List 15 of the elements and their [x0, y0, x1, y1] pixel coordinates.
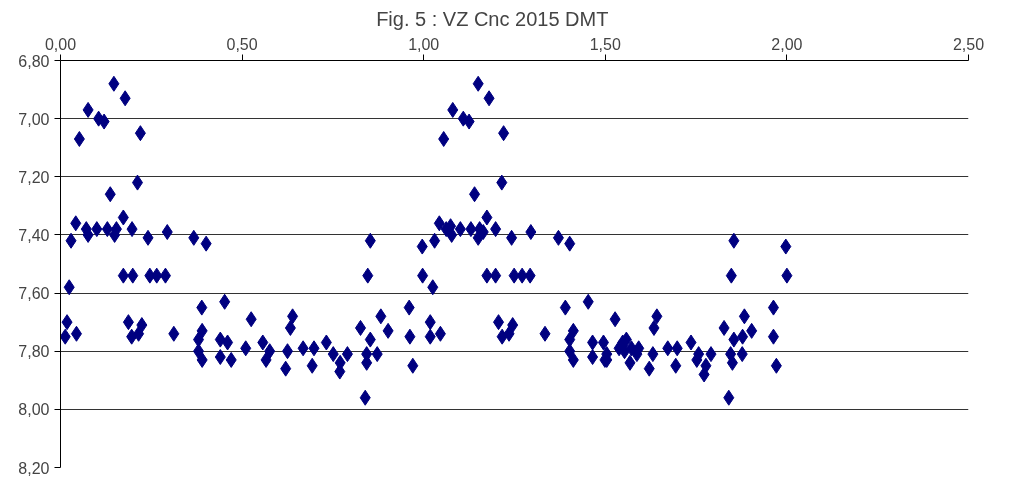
x-tick-label: 2,50 [952, 35, 985, 53]
y-tick-label: 6,80 [18, 52, 50, 70]
y-tick-label: 7,60 [18, 285, 50, 303]
y-tick-label: 8,20 [18, 459, 50, 477]
chart-title: Fig. 5 : VZ Cnc 2015 DMT [376, 7, 609, 30]
x-tick-label: 1,50 [589, 35, 621, 53]
y-tick-label: 7,00 [18, 110, 50, 128]
x-tick-label: 0,50 [226, 35, 258, 53]
y-tick-label: 7,80 [18, 343, 50, 361]
y-tick-label: 8,00 [18, 401, 50, 419]
x-tick-label: 2,00 [771, 35, 803, 53]
x-tick-label: 1,00 [408, 35, 440, 53]
x-tick-label: 0,00 [44, 35, 77, 53]
y-tick-label: 7,20 [18, 168, 50, 186]
y-tick-label: 7,40 [18, 226, 50, 244]
